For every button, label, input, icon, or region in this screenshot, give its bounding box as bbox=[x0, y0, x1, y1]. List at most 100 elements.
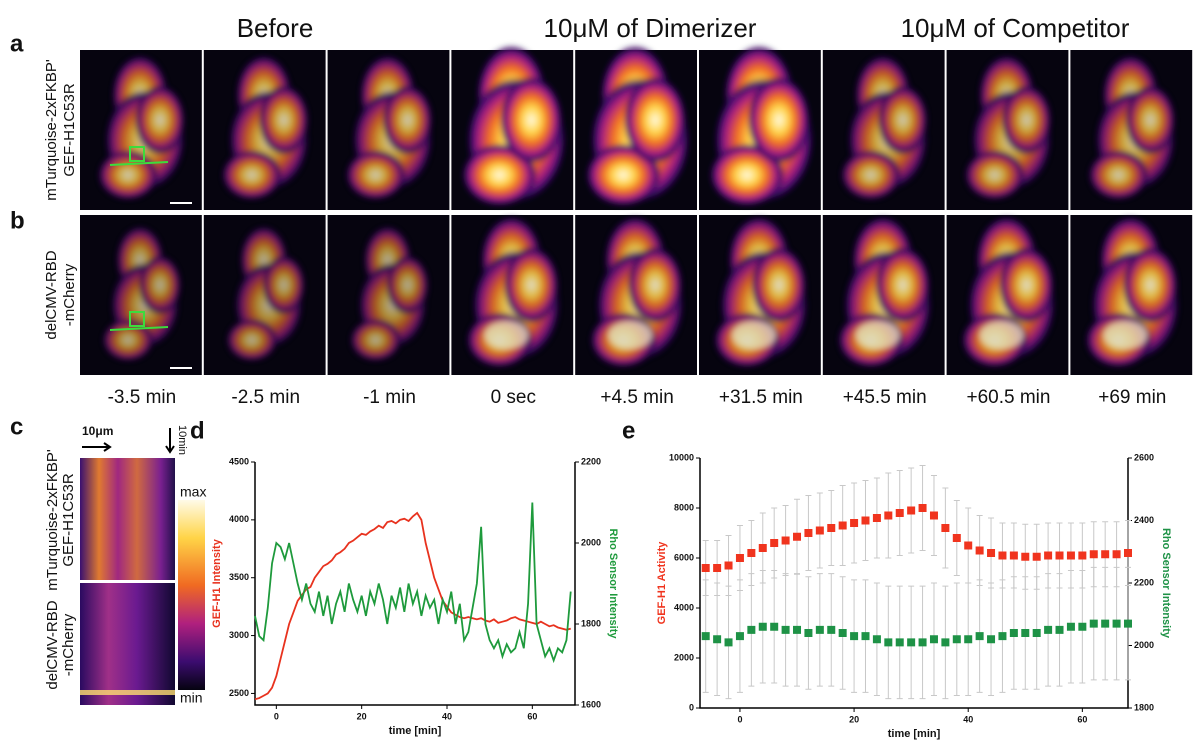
hotspot bbox=[979, 321, 1024, 349]
marker bbox=[1101, 550, 1110, 559]
cell bbox=[350, 226, 429, 362]
colorbar bbox=[178, 500, 205, 690]
hotspot bbox=[855, 321, 900, 349]
time-label: -1 min bbox=[363, 387, 416, 408]
marker bbox=[1089, 550, 1098, 559]
marker bbox=[929, 511, 938, 520]
marker bbox=[850, 519, 859, 527]
arrow bbox=[165, 428, 175, 454]
marker bbox=[1112, 550, 1121, 559]
cell-region bbox=[226, 318, 278, 362]
cell bbox=[345, 55, 433, 200]
y-tick-label: 2000 bbox=[674, 652, 694, 662]
cell-region bbox=[627, 246, 683, 324]
row-label: mTurquoise-2xFKBP' bbox=[44, 449, 61, 591]
cell-region bbox=[1088, 150, 1149, 200]
panel-label: c bbox=[10, 413, 23, 440]
marker bbox=[781, 625, 790, 634]
marker bbox=[1066, 622, 1075, 631]
marker bbox=[735, 632, 744, 641]
marker bbox=[952, 534, 961, 542]
marker bbox=[724, 638, 733, 647]
marker bbox=[1055, 625, 1064, 634]
marker bbox=[1021, 629, 1030, 637]
time-label: -3.5 min bbox=[108, 387, 177, 408]
hotspot bbox=[1103, 321, 1148, 349]
marker bbox=[918, 638, 927, 647]
marker bbox=[1124, 549, 1132, 557]
y-tick-label: 4500 bbox=[229, 456, 249, 466]
marker bbox=[861, 632, 870, 641]
cell-region bbox=[747, 76, 811, 164]
cell-region bbox=[258, 85, 309, 155]
marker bbox=[1112, 619, 1121, 628]
cell-region bbox=[500, 76, 563, 164]
marker bbox=[850, 632, 859, 641]
marker bbox=[952, 635, 961, 644]
cell-region bbox=[221, 150, 282, 200]
cell-region bbox=[1001, 85, 1052, 155]
x-tick-label: 0 bbox=[737, 714, 742, 724]
marker bbox=[1032, 552, 1041, 561]
header: Before bbox=[237, 13, 314, 43]
cell-region bbox=[1122, 246, 1178, 324]
row-label: GEF-H1C53R bbox=[61, 83, 78, 177]
marker bbox=[998, 551, 1007, 560]
panel-label: e bbox=[622, 417, 635, 444]
marker bbox=[1089, 619, 1098, 628]
marker bbox=[747, 625, 756, 634]
y-tick-label: 3000 bbox=[229, 630, 249, 640]
marker bbox=[998, 632, 1007, 641]
x-axis-label: time [min] bbox=[888, 728, 941, 740]
marker bbox=[713, 564, 722, 572]
y-tick-label: 4000 bbox=[674, 602, 694, 612]
marker bbox=[1032, 629, 1041, 637]
marker bbox=[987, 549, 996, 557]
marker bbox=[735, 554, 744, 562]
marker bbox=[747, 549, 756, 557]
cell bbox=[590, 216, 685, 368]
roi-line bbox=[109, 161, 169, 166]
x-axis-label: time [min] bbox=[389, 725, 442, 737]
y2-tick-label: 2000 bbox=[1134, 640, 1154, 650]
x-tick-label: 60 bbox=[527, 711, 537, 721]
axis bbox=[254, 462, 576, 706]
marker bbox=[1078, 551, 1087, 560]
roi-line bbox=[109, 326, 169, 331]
cell bbox=[1088, 55, 1176, 200]
x-tick-label: 20 bbox=[357, 711, 367, 721]
cell bbox=[964, 55, 1052, 200]
marker bbox=[1044, 625, 1053, 634]
arrow bbox=[82, 442, 112, 452]
y2-tick-label: 2600 bbox=[1134, 452, 1154, 462]
marker bbox=[884, 511, 893, 520]
marker bbox=[975, 546, 984, 555]
cell-region bbox=[964, 150, 1025, 200]
marker bbox=[907, 638, 916, 647]
cell-region bbox=[135, 85, 185, 155]
cell-region bbox=[875, 246, 931, 324]
marker bbox=[793, 532, 802, 541]
roi bbox=[129, 311, 145, 327]
y2-tick-label: 1800 bbox=[1134, 702, 1154, 712]
marker bbox=[701, 632, 710, 641]
y-tick-label: 10000 bbox=[669, 452, 694, 462]
cell bbox=[461, 45, 567, 207]
cell-region bbox=[386, 255, 429, 315]
cell-region bbox=[102, 318, 154, 362]
cell bbox=[466, 216, 561, 368]
cell bbox=[709, 45, 814, 207]
marker bbox=[1009, 551, 1018, 560]
cell-region bbox=[350, 318, 402, 362]
marker bbox=[929, 635, 938, 644]
y-tick-label: 6000 bbox=[674, 552, 694, 562]
y2-tick-label: 2000 bbox=[581, 537, 601, 547]
marker bbox=[1101, 619, 1110, 628]
hotspot bbox=[608, 321, 653, 349]
marker bbox=[701, 564, 710, 572]
cell-region bbox=[623, 76, 687, 164]
row-label: -mCherry bbox=[61, 263, 78, 326]
cell bbox=[226, 226, 306, 362]
y2-tick-label: 1800 bbox=[581, 618, 601, 628]
y2-axis-label: Rho Sensor Intensity bbox=[607, 528, 619, 639]
